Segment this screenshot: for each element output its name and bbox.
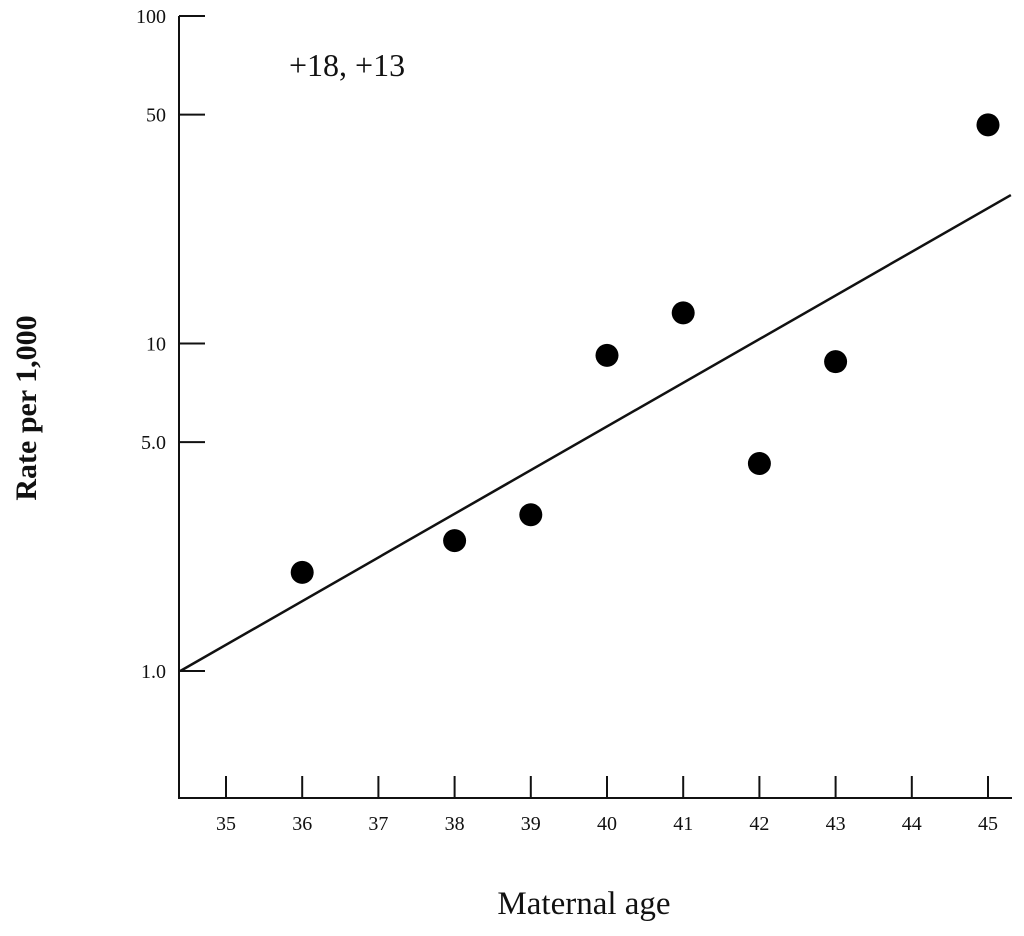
y-axis-label: Rate per 1,000 (10, 315, 43, 500)
chart-annotation: +18, +13 (289, 47, 405, 83)
x-tick-label: 35 (216, 813, 236, 835)
x-tick-label: 42 (749, 813, 769, 835)
x-tick-label: 44 (902, 813, 922, 835)
x-tick-label: 43 (826, 813, 846, 835)
data-point (595, 343, 619, 367)
x-tick-label: 38 (445, 813, 465, 835)
y-ticks: 1.0 5.0 10 50 100 (136, 6, 205, 683)
trend-line-group (179, 193, 1012, 673)
x-ticks: 35 36 37 38 39 40 41 42 43 44 45 (216, 776, 998, 835)
data-point (824, 350, 848, 374)
x-tick-label: 41 (673, 813, 693, 835)
axes (178, 16, 1012, 799)
x-tick-label: 37 (368, 813, 388, 835)
data-point (747, 452, 771, 476)
y-tick-label: 10 (146, 334, 166, 356)
y-tick-label: 100 (136, 6, 166, 28)
data-point (290, 560, 314, 584)
x-tick-label: 36 (292, 813, 312, 835)
data-point (519, 503, 543, 527)
x-tick-label: 39 (521, 813, 541, 835)
y-tick-label: 50 (146, 105, 166, 127)
y-tick-label: 5.0 (141, 432, 166, 454)
data-point (976, 113, 1000, 137)
x-axis-label: Maternal age (497, 886, 670, 922)
trend-line (179, 193, 1012, 673)
data-point (671, 301, 695, 325)
x-tick-label: 45 (978, 813, 998, 835)
data-points (290, 113, 1000, 584)
x-tick-label: 40 (597, 813, 617, 835)
data-point (443, 529, 467, 553)
y-tick-label: 1.0 (141, 661, 166, 683)
